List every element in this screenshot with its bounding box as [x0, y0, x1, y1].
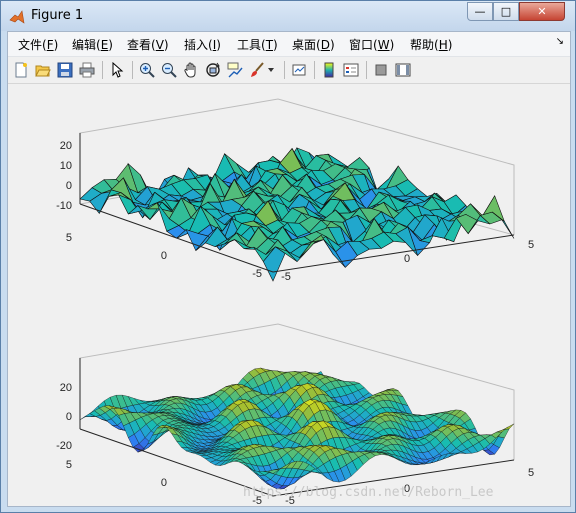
menu-help[interactable]: 帮助(H)	[410, 38, 453, 52]
axes-1-floor-edge	[79, 203, 515, 273]
matlab-logo-icon	[9, 10, 25, 24]
axes-1-ztick-0: 0	[66, 180, 72, 192]
colorbar-icon[interactable]	[320, 61, 338, 79]
menu-overflow-icon[interactable]: ↘	[555, 36, 564, 47]
figure-canvas[interactable]: 20 10 0 -10 5 0 -5 -5 0 5 20 0 -20 5	[8, 84, 570, 506]
surface-plot-1	[79, 147, 515, 282]
axes-1-xtick-5: 5	[528, 239, 534, 251]
axes-1-ytick-neg5: -5	[252, 268, 262, 280]
menu-file[interactable]: 文件(F)	[18, 38, 59, 52]
axes-1-ztick-neg10: -10	[56, 200, 72, 212]
axes-2-xtick-0: 0	[404, 483, 410, 495]
show-plot-tools-icon[interactable]	[394, 61, 412, 79]
pan-hand-icon[interactable]	[182, 61, 200, 79]
axes-2-floor-edge	[79, 428, 515, 497]
save-icon[interactable]	[56, 61, 74, 79]
zoom-out-icon[interactable]	[160, 61, 178, 79]
menu-desktop[interactable]: 桌面(D)	[292, 38, 335, 52]
new-figure-icon[interactable]	[12, 61, 30, 79]
legend-icon[interactable]	[342, 61, 360, 79]
surface-patch	[503, 423, 515, 430]
brush-icon[interactable]	[248, 61, 266, 79]
axes-2-xtick-5: 5	[528, 467, 534, 479]
figure-client-area: 文件(F) 编辑(E) 查看(V) 插入(I) 工具(T) 桌面(D) 窗口(W…	[7, 31, 571, 507]
axes-2-ytick-0: 0	[161, 477, 167, 489]
axes-2-ztick-neg20: -20	[56, 440, 72, 452]
link-plot-icon[interactable]	[290, 61, 308, 79]
axes-2-ztick-0: 0	[66, 411, 72, 423]
axes-2[interactable]: 20 0 -20 5 0 -5 -5 0 5	[56, 323, 534, 506]
brush-dropdown-icon[interactable]	[266, 61, 276, 79]
title-bar[interactable]: Figure 1 — □ ✕	[1, 1, 575, 31]
minimize-button[interactable]: —	[467, 2, 493, 21]
axes-1-ztick-10: 10	[60, 160, 72, 172]
axes-1-ztick-20: 20	[60, 140, 72, 152]
axes-2-ztick-20: 20	[60, 382, 72, 394]
toolbar-separator	[102, 61, 103, 79]
menu-tools[interactable]: 工具(T)	[237, 38, 278, 52]
figure-toolbar	[8, 57, 570, 84]
axes-2-xtick-neg5: -5	[285, 495, 295, 506]
maximize-button[interactable]: □	[493, 2, 519, 21]
axes-2-ytick-5: 5	[66, 459, 72, 471]
surface-patch	[492, 211, 515, 239]
menu-view[interactable]: 查看(V)	[127, 38, 169, 52]
axes-1-ytick-5: 5	[66, 232, 72, 244]
window-title: Figure 1	[31, 8, 84, 23]
toolbar-separator	[314, 61, 315, 79]
axes-1-xtick-neg5: -5	[281, 271, 291, 283]
select-arrow-icon[interactable]	[108, 61, 126, 79]
surface-patch	[79, 416, 91, 420]
axes-2-ytick-neg5: -5	[252, 495, 262, 506]
menu-bar: 文件(F) 编辑(E) 查看(V) 插入(I) 工具(T) 桌面(D) 窗口(W…	[8, 32, 570, 57]
print-icon[interactable]	[78, 61, 96, 79]
menu-window[interactable]: 窗口(W)	[349, 38, 395, 52]
surface-plot-2	[79, 367, 515, 490]
toolbar-separator	[132, 61, 133, 79]
axes-1-xtick-0: 0	[404, 253, 410, 265]
rotate-3d-icon[interactable]	[204, 61, 222, 79]
hide-plot-tools-icon[interactable]	[372, 61, 390, 79]
open-file-icon[interactable]	[34, 61, 52, 79]
axes-1[interactable]: 20 10 0 -10 5 0 -5 -5 0 5	[56, 98, 534, 283]
toolbar-separator	[284, 61, 285, 79]
data-cursor-icon[interactable]	[226, 61, 244, 79]
watermark-url: https://blog.csdn.net/Reborn_Lee	[243, 485, 494, 500]
menu-edit[interactable]: 编辑(E)	[72, 38, 113, 52]
axes-1-ytick-0: 0	[161, 250, 167, 262]
close-button[interactable]: ✕	[519, 2, 565, 21]
toolbar-separator	[366, 61, 367, 79]
zoom-in-icon[interactable]	[138, 61, 156, 79]
menu-insert[interactable]: 插入(I)	[184, 38, 221, 52]
